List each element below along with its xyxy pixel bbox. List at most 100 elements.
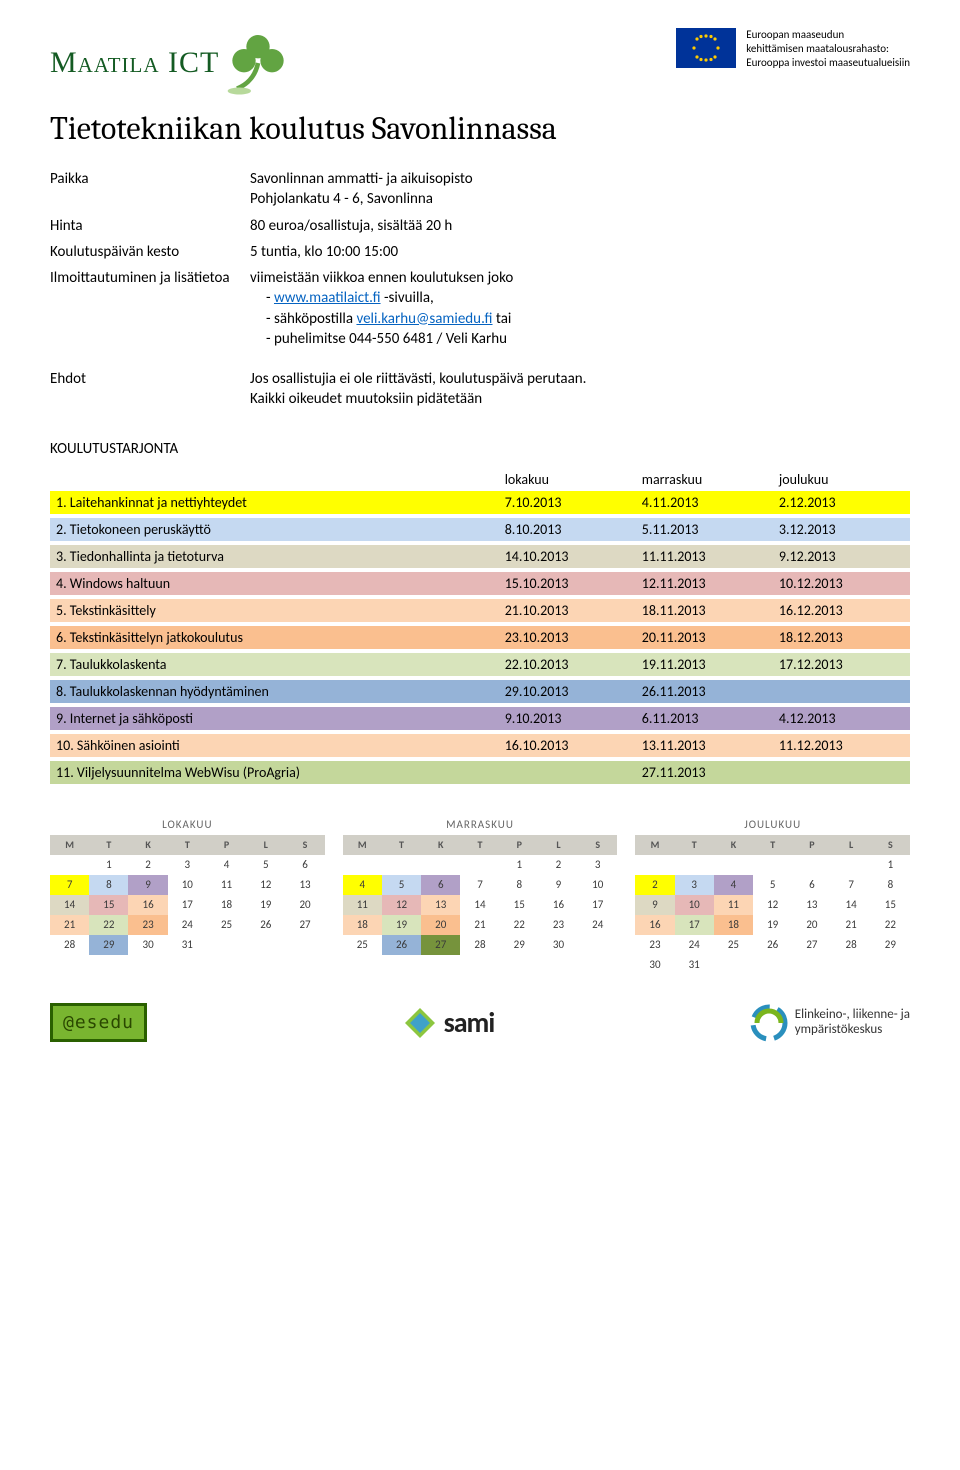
course-row: 9. Internet ja sähköposti9.10.20136.11.2… <box>50 707 910 730</box>
ilm-l3-pre: - sähköpostilla <box>266 310 356 328</box>
cal-day: 4 <box>714 875 753 895</box>
footer-logos: @esedu sami Elinkeino-, liikenne- ja ymp… <box>50 1003 910 1043</box>
cal-day: 23 <box>539 915 578 935</box>
cal-day: 18 <box>714 915 753 935</box>
paikka-value: Savonlinnan ammatti- ja aikuisopisto Poh… <box>250 169 910 210</box>
clover-icon <box>223 28 293 98</box>
cal-day: 22 <box>500 915 539 935</box>
calendar: JOULUKUUMTKTPLS1234567891011121314151617… <box>635 818 910 975</box>
course-date-cell: 21.10.2013 <box>499 599 636 622</box>
cal-day: 21 <box>460 915 499 935</box>
calendar: MARRASKUUMTKTPLS123456789101112131415161… <box>343 818 618 975</box>
cal-dow: T <box>382 835 421 855</box>
esedu-text: @esedu <box>50 1003 147 1042</box>
cal-dow: L <box>246 835 285 855</box>
hinta-value: 80 euroa/osallistuja, sisältää 20 h <box>250 216 910 236</box>
course-date-cell: 16.10.2013 <box>499 734 636 757</box>
course-date-cell <box>773 680 910 703</box>
ehdot-value: Jos osallistujia ei ole riittävästi, kou… <box>250 355 910 410</box>
calendars-row: LOKAKUUMTKTPLS12345678910111213141516171… <box>50 818 910 975</box>
cal-day: 28 <box>832 935 871 955</box>
cal-dow: M <box>343 835 382 855</box>
course-date-cell: 5.11.2013 <box>636 518 773 541</box>
calendar-title: LOKAKUU <box>50 818 325 831</box>
course-row: 1. Laitehankinnat ja nettiyhteydet7.10.2… <box>50 491 910 514</box>
cal-day: 30 <box>128 935 167 955</box>
cal-day: 6 <box>792 875 831 895</box>
course-name-cell: 3. Tiedonhallinta ja tietoturva <box>50 545 499 568</box>
course-name-cell: 8. Taulukkolaskennan hyödyntäminen <box>50 680 499 703</box>
course-name-cell: 2. Tietokoneen peruskäyttö <box>50 518 499 541</box>
col-joulukuu: joulukuu <box>773 468 910 491</box>
cal-dow: P <box>500 835 539 855</box>
cal-day <box>792 955 831 975</box>
cal-day: 6 <box>421 875 460 895</box>
cal-day: 5 <box>753 875 792 895</box>
cal-day <box>207 935 246 955</box>
cal-day: 10 <box>675 895 714 915</box>
course-name-cell: 5. Tekstinkäsittely <box>50 599 499 622</box>
col-marraskuu: marraskuu <box>636 468 773 491</box>
cal-day: 12 <box>753 895 792 915</box>
cal-day <box>382 855 421 875</box>
cal-day <box>832 855 871 875</box>
cal-dow: M <box>635 835 674 855</box>
course-date-cell: 6.11.2013 <box>636 707 773 730</box>
paikka-label: Paikka <box>50 169 250 210</box>
cal-day: 11 <box>714 895 753 915</box>
cal-day: 26 <box>382 935 421 955</box>
ilm-value: viimeistään viikkoa ennen koulutuksen jo… <box>250 268 910 349</box>
cal-day: 16 <box>128 895 167 915</box>
course-date-cell: 18.12.2013 <box>773 626 910 649</box>
cal-day: 28 <box>460 935 499 955</box>
cal-day: 12 <box>246 875 285 895</box>
cal-day: 16 <box>635 915 674 935</box>
course-date-cell: 18.11.2013 <box>636 599 773 622</box>
link-email[interactable]: veli.karhu@samiedu.fi <box>356 310 492 328</box>
ilm-line3: - sähköpostilla veli.karhu@samiedu.fi ta… <box>250 309 910 329</box>
course-name-cell: 6. Tekstinkäsittelyn jatkokoulutus <box>50 626 499 649</box>
course-date-cell: 16.12.2013 <box>773 599 910 622</box>
cal-day: 18 <box>207 895 246 915</box>
course-name-cell: 11. Viljelysuunnitelma WebWisu (ProAgria… <box>50 761 499 784</box>
course-date-cell: 20.11.2013 <box>636 626 773 649</box>
ilm-line4: - puhelimitse 044-550 6481 / Veli Karhu <box>250 329 910 349</box>
ilm-l2-pre: - <box>266 289 274 307</box>
cal-dow: M <box>50 835 89 855</box>
course-name-cell: 1. Laitehankinnat ja nettiyhteydet <box>50 491 499 514</box>
cal-day: 14 <box>832 895 871 915</box>
course-row: 6. Tekstinkäsittelyn jatkokoulutus23.10.… <box>50 626 910 649</box>
paikka-line2: Pohjolankatu 4 - 6, Savonlinna <box>250 189 910 209</box>
hinta-label: Hinta <box>50 216 250 236</box>
cal-day: 5 <box>382 875 421 895</box>
col-lokakuu: lokakuu <box>499 468 636 491</box>
course-row: 4. Windows haltuun15.10.201312.11.201310… <box>50 572 910 595</box>
info-table: Paikka Savonlinnan ammatti- ja aikuisopi… <box>50 169 910 410</box>
cal-day: 11 <box>343 895 382 915</box>
cal-day: 26 <box>753 935 792 955</box>
course-date-cell: 15.10.2013 <box>499 572 636 595</box>
calendar-title: MARRASKUU <box>343 818 618 831</box>
course-date-cell: 8.10.2013 <box>499 518 636 541</box>
cal-day: 17 <box>578 895 617 915</box>
link-maatilaict[interactable]: www.maatilaict.fi <box>274 289 381 307</box>
page-root: Maatila ICT <box>0 0 960 1063</box>
ilm-label: Ilmoittautuminen ja lisätietoa <box>50 268 250 349</box>
cal-day: 8 <box>89 875 128 895</box>
cal-day <box>832 955 871 975</box>
cal-day: 20 <box>792 915 831 935</box>
cal-day <box>50 855 89 875</box>
cal-day: 1 <box>871 855 910 875</box>
cal-day <box>871 955 910 975</box>
course-date-cell: 22.10.2013 <box>499 653 636 676</box>
cal-day: 20 <box>421 915 460 935</box>
brand-text: Maatila ICT <box>50 46 219 80</box>
cal-day: 11 <box>207 875 246 895</box>
cal-dow: L <box>832 835 871 855</box>
cal-day: 29 <box>871 935 910 955</box>
cal-day: 27 <box>421 935 460 955</box>
course-row: 5. Tekstinkäsittely21.10.201318.11.20131… <box>50 599 910 622</box>
cal-dow: T <box>753 835 792 855</box>
cal-day: 6 <box>285 855 324 875</box>
course-date-cell: 19.11.2013 <box>636 653 773 676</box>
